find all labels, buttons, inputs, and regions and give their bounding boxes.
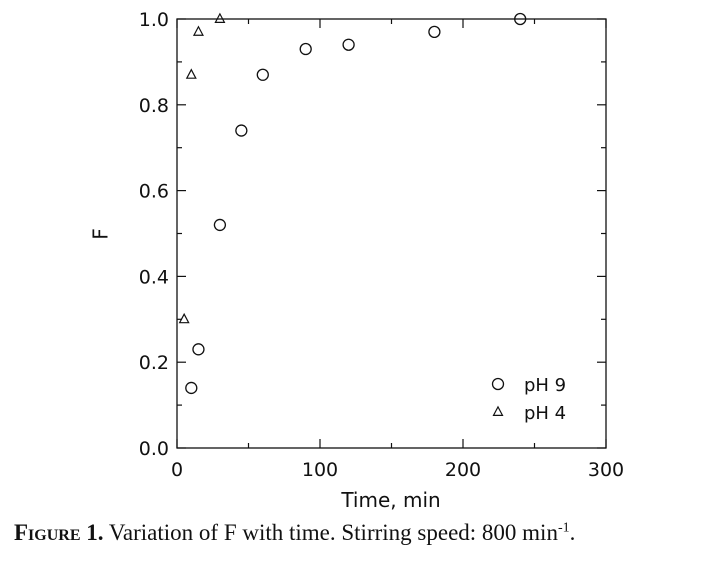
legend-label: pH 4	[524, 403, 566, 424]
x-tick-label: 200	[445, 459, 481, 481]
y-axis-title: F	[89, 228, 113, 240]
y-tick-label: 0.2	[139, 352, 169, 374]
x-tick-label: 0	[171, 459, 183, 481]
y-tick-label: 0.6	[139, 181, 169, 203]
axis-ticks	[176, 18, 607, 449]
data-marks	[178, 12, 527, 395]
y-tick-label: 0.4	[139, 266, 169, 288]
point-triangle	[185, 68, 197, 79]
chart: 0 100 200 300 0.0 0.2 0.4 0.6 0.8 1.0 Time, min F…	[89, 9, 625, 512]
point-circle	[235, 124, 248, 137]
point-circle	[213, 218, 227, 232]
legend-marker-triangle	[492, 405, 504, 416]
y-tick-label: 1.0	[139, 9, 169, 31]
point-circle	[428, 25, 441, 39]
point-triangle	[178, 312, 190, 324]
point-circle	[299, 42, 312, 56]
point-circle	[514, 12, 527, 26]
figure-caption: Figure 1. Variation of F with time. Stir…	[14, 520, 726, 546]
x-axis-title: Time, min	[340, 488, 440, 512]
point-circle	[256, 68, 269, 81]
x-tick-label: 300	[588, 459, 624, 481]
point-circle	[192, 343, 205, 356]
legend: pH 9 pH 4	[491, 375, 566, 424]
point-triangle	[214, 12, 226, 23]
y-tick-label: 0.8	[139, 95, 169, 117]
point-triangle	[192, 25, 204, 36]
caption-end: .	[569, 520, 576, 545]
x-tick-label: 100	[302, 459, 338, 481]
point-circle	[185, 381, 198, 395]
y-tick-label: 0.0	[139, 438, 169, 460]
legend-label: pH 9	[524, 375, 566, 396]
point-circle	[342, 38, 355, 51]
caption-label: Figure 1.	[14, 520, 104, 545]
axis-tick-labels: 0 100 200 300 0.0 0.2 0.4 0.6 0.8 1.0	[139, 9, 624, 481]
caption-text: Variation of F with time. Stirring speed…	[103, 520, 558, 545]
caption-superscript: -1	[557, 520, 570, 536]
legend-marker-circle	[491, 377, 505, 391]
